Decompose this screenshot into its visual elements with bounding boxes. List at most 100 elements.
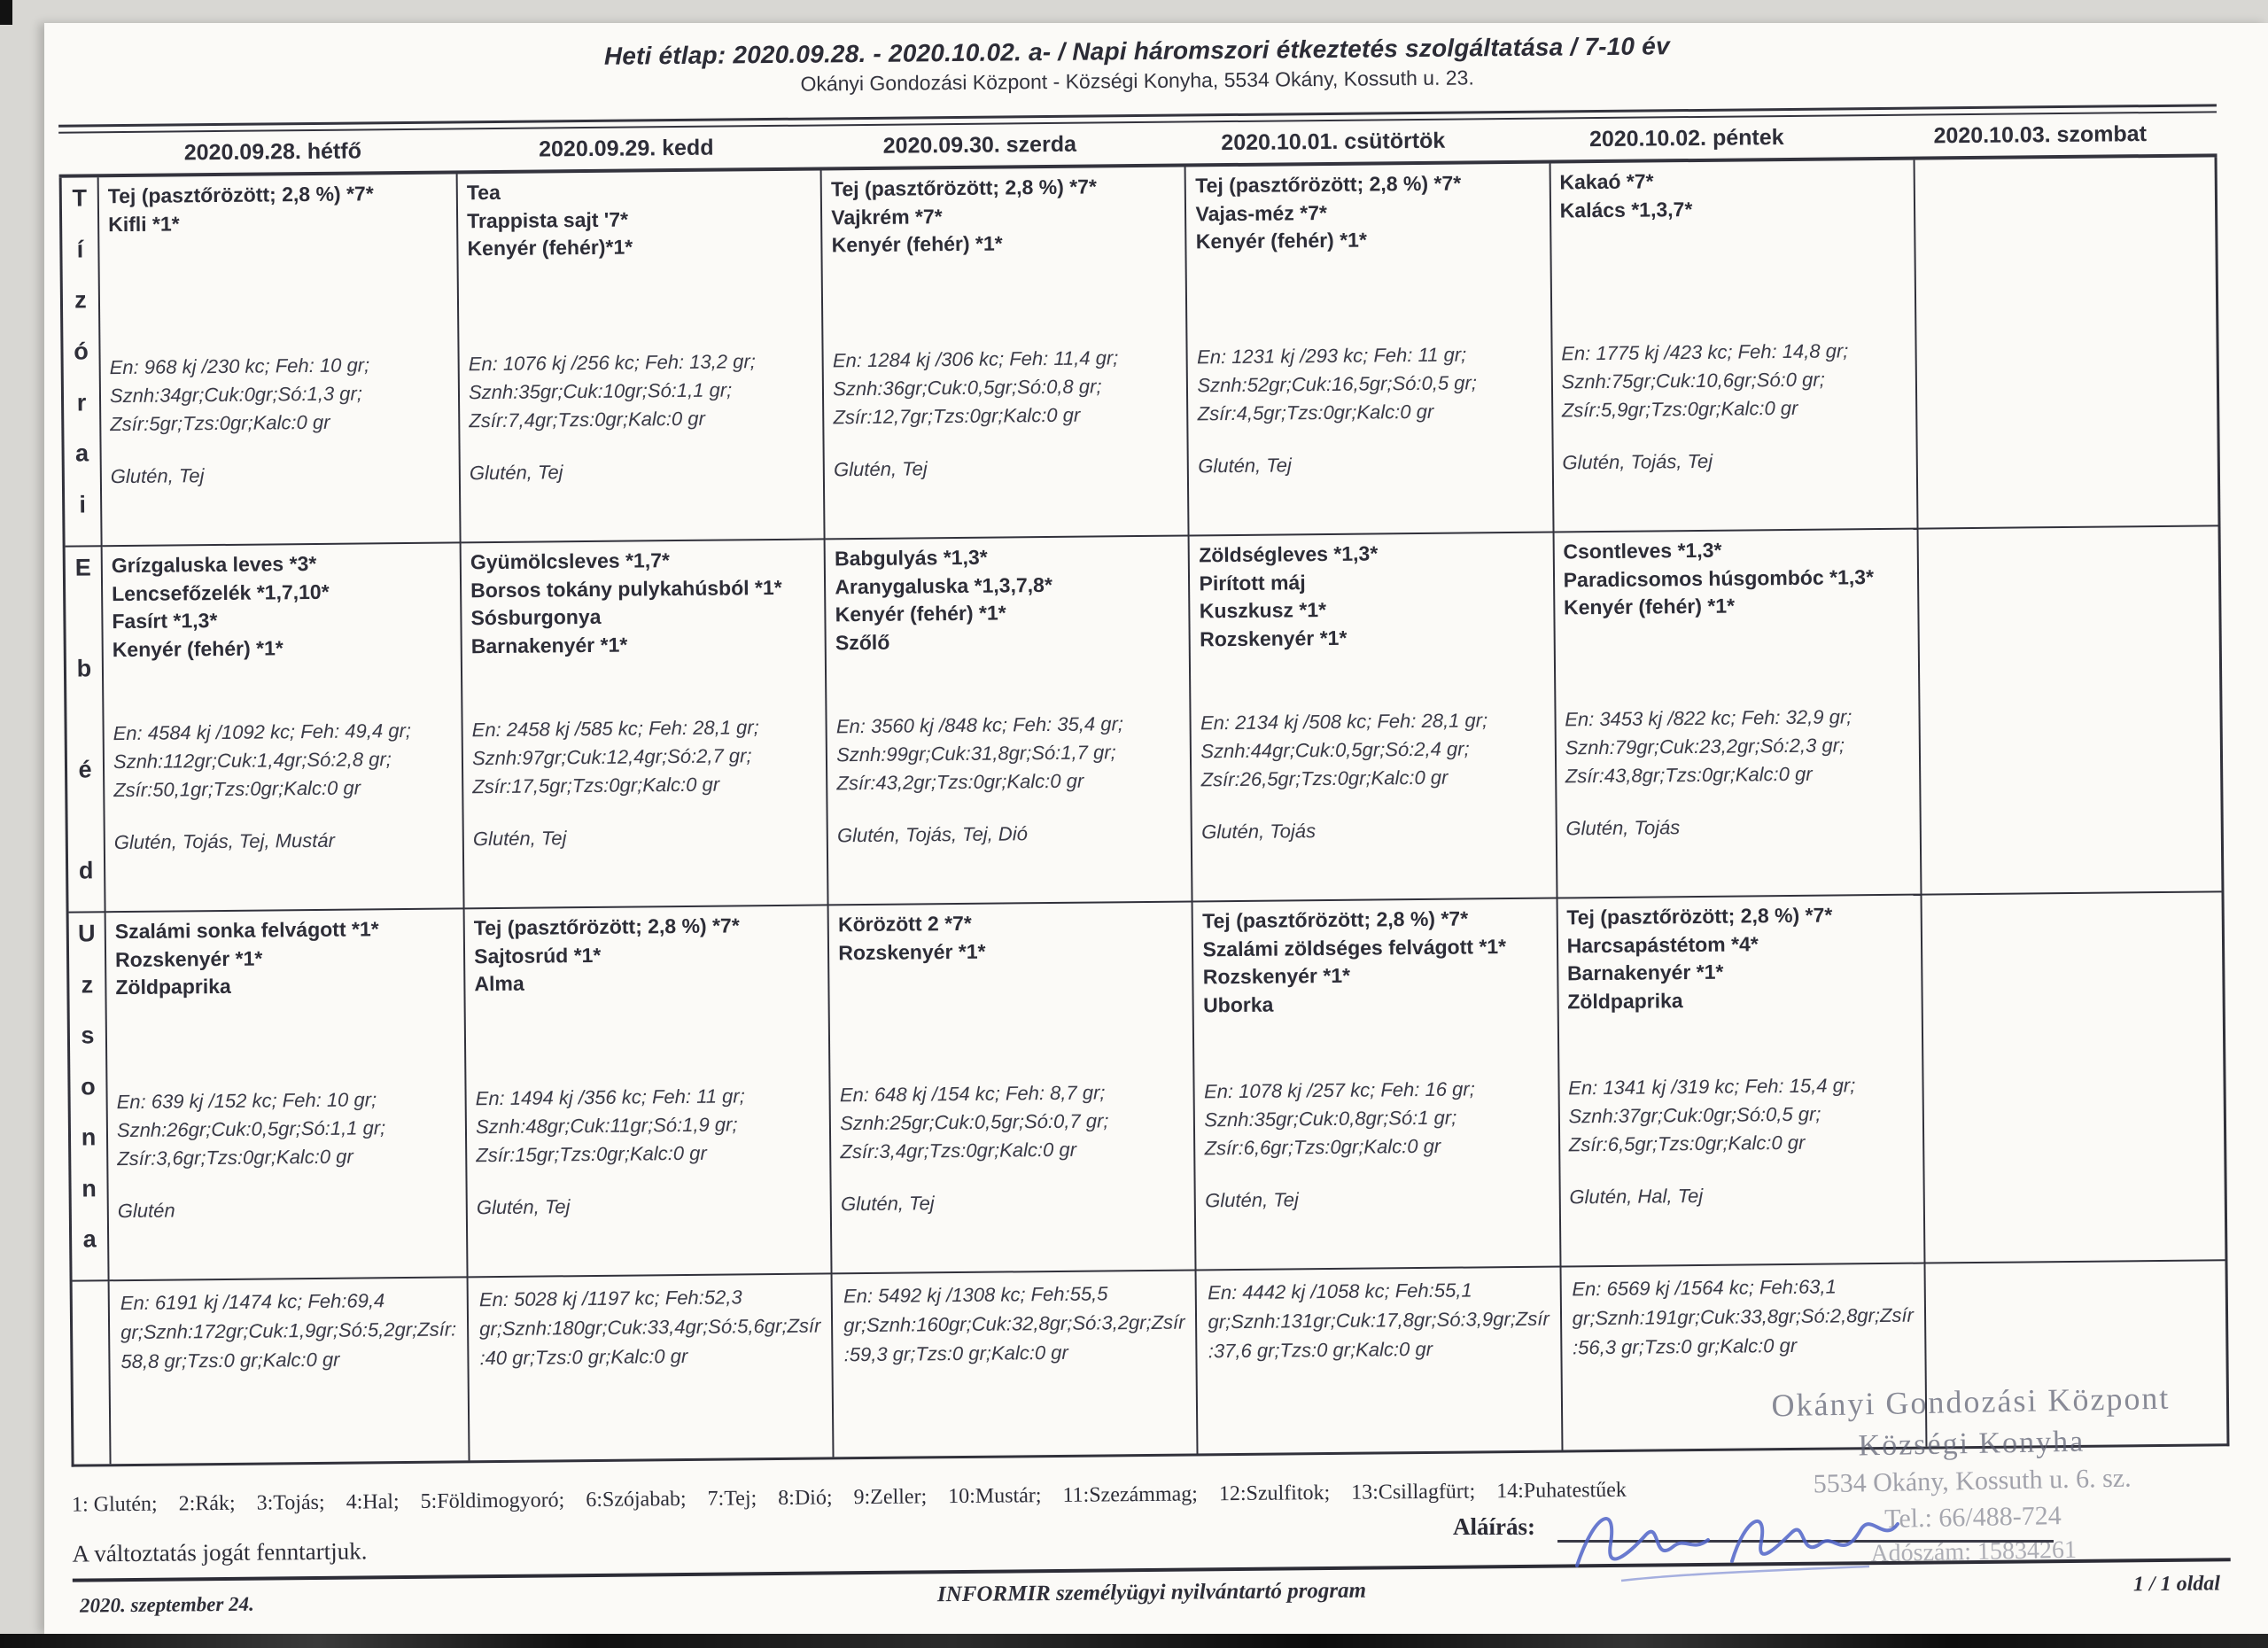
nutrition-lines: En: 1231 kj /293 kc; Feh: 11 gr; Sznh:52g…	[1196, 343, 1478, 425]
menu-cell-uzsonna-monday: Szalámi sonka felvágott *1* Rozskenyér *1…	[105, 909, 469, 1282]
nutrition-lines: En: 1284 kj /306 kc; Feh: 11,4 gr; Sznh:3…	[832, 346, 1119, 429]
signature-block: Aláírás:	[1453, 1513, 2126, 1582]
sheet-content: Heti étlap: 2020.09.28. - 2020.10.02. a-…	[58, 27, 2231, 1626]
menu-item-lines: Szalámi sonka felvágott *1* Rozskenyér *1…	[114, 917, 379, 999]
day-header-wednesday: 2020.09.30. szerda	[882, 131, 1077, 159]
day-header-monday: 2020.09.28. hétfő	[183, 137, 362, 165]
allergen-line: Glutén, Tej	[110, 464, 205, 488]
menu-cell-tizorai-friday: Kakaó *7* Kalács *1,3,7* En: 1775 kj /423…	[1550, 159, 1919, 533]
nutrition-lines: En: 2458 kj /585 kc; Feh: 28,1 gr; Sznh:9…	[471, 716, 759, 798]
menu-item-lines	[1930, 898, 2212, 900]
scan-artifact-corner	[0, 0, 12, 25]
menu-item-lines	[1923, 162, 2205, 165]
menu-sheet: Heti étlap: 2020.09.28. - 2020.10.02. a-…	[44, 23, 2268, 1634]
nutrition-lines: En: 639 kj /152 kc; Feh: 10 gr; Sznh:26gr…	[116, 1088, 386, 1170]
menu-cell-tizorai-monday: Tej (pasztőrözött; 2,8 %) *7* Kifli *1* E…	[98, 174, 462, 548]
menu-cell-tizorai-saturday	[1915, 157, 2218, 530]
nutrition-lines: En: 1341 kj /319 kc; Feh: 15,4 gr; Sznh:3…	[1568, 1074, 1856, 1156]
menu-cell-uzsonna-thursday: Tej (pasztőrözött; 2,8 %) *7* Szalámi zöl…	[1193, 898, 1562, 1271]
daily-total-friday: En: 6569 kj /1564 kc; Feh:63,1 gr;Sznh:1…	[1561, 1263, 1928, 1450]
day-header-saturday: 2020.10.03. szombat	[1933, 120, 2148, 148]
menu-item-lines	[1927, 532, 2209, 534]
menu-cell-ebed-tuesday: Gyümölcsleves *1,7* Borsos tokány pulykah…	[461, 540, 829, 910]
nutrition-lines: En: 3453 kj /822 kc; Feh: 32,9 gr; Sznh:7…	[1565, 705, 1852, 788]
allergen-line: Glutén, Tej	[833, 457, 928, 481]
nutrition-lines: En: 1775 kj /423 kc; Feh: 14,8 gr; Sznh:7…	[1561, 339, 1849, 422]
menu-item-lines: Tej (pasztőrözött; 2,8 %) *7* Kifli *1*	[107, 182, 374, 236]
totals-row-label-empty	[72, 1281, 112, 1465]
signature-scribble	[1575, 1517, 1899, 1582]
nutrition-lines: En: 2134 kj /508 kc; Feh: 28,1 gr; Sznh:4…	[1200, 709, 1488, 791]
allergen-line	[1930, 811, 2211, 836]
menu-cell-tizorai-wednesday: Tej (pasztőrözött; 2,8 %) *7* Vajkrém *7*…	[821, 167, 1191, 540]
nutrition-lines: En: 648 kj /154 kc; Feh: 8,7 gr; Sznh:25g…	[839, 1081, 1109, 1163]
day-header-thursday: 2020.10.01. csütörtök	[1221, 128, 1446, 155]
daily-total-thursday: En: 4442 kj /1058 kc; Feh:55,1 gr;Sznh:1…	[1196, 1267, 1564, 1454]
day-header-tuesday: 2020.09.29. kedd	[539, 135, 714, 162]
menu-cell-tizorai-tuesday: Tea Trappista sajt '7* Kenyér (fehér)*1* E…	[457, 170, 826, 544]
footer-page-number: 1 / 1 oldal	[2132, 1572, 2221, 1597]
allergen-line: Glutén, Tej	[840, 1192, 935, 1216]
nutrition-lines	[1933, 1153, 2215, 1155]
allergen-line: Glutén, Tojás	[1201, 820, 1317, 843]
menu-cell-ebed-friday: Csontleves *1,3* Paradicsomos húsgombóc *…	[1554, 529, 1922, 899]
allergen-line: Glutén, Tojás	[1565, 816, 1681, 840]
menu-cell-ebed-wednesday: Babgulyás *1,3* Aranygaluska *1,3,7,8* Ken…	[825, 536, 1194, 906]
nutrition-lines: En: 1078 kj /257 kc; Feh: 16 gr; Sznh:35g…	[1203, 1077, 1475, 1160]
daily-total-wednesday: En: 5492 kj /1308 kc; Feh:55,5 gr;Sznh:1…	[832, 1271, 1199, 1458]
allergen-line: Glutén, Tej	[476, 1195, 571, 1219]
nutrition-lines: En: 3560 kj /848 kc; Feh: 35,4 gr; Sznh:9…	[835, 712, 1124, 795]
menu-item-lines: Tea Trappista sajt '7* Kenyér (fehér)*1*	[466, 180, 633, 260]
nutrition-lines	[1926, 418, 2208, 421]
menu-cell-uzsonna-saturday	[1922, 892, 2225, 1264]
menu-item-lines: Tej (pasztőrözött; 2,8 %) *7* Vajkrém *7*…	[830, 175, 1098, 257]
menu-cell-ebed-monday: Grízgaluska leves *3* Lencsefőzelék *1,7,…	[102, 543, 465, 913]
menu-item-lines: Kakaó *7* Kalács *1,3,7*	[1559, 169, 1693, 222]
allergen-line: Glutén, Tojás, Tej, Mustár	[113, 828, 335, 854]
menu-item-lines: Körözött 2 *7* Rozskenyér *1*	[837, 911, 986, 965]
daily-total-saturday	[1925, 1261, 2226, 1446]
daily-total-tuesday: En: 5028 kj /1197 kc; Feh:52,3 gr;Sznh:1…	[468, 1274, 835, 1461]
menu-item-lines: Grízgaluska leves *3* Lencsefőzelék *1,7,…	[111, 551, 330, 662]
nutrition-lines	[1930, 784, 2211, 787]
menu-cell-uzsonna-tuesday: Tej (pasztőrözött; 2,8 %) *7* Sajtosrúd *…	[464, 906, 833, 1279]
menu-item-lines: Tej (pasztőrözött; 2,8 %) *7* Szalámi zöl…	[1202, 906, 1507, 1017]
allergen-line: Glutén, Hal, Tej	[1569, 1184, 1704, 1209]
allergen-line	[1933, 1179, 2215, 1205]
menu-item-lines: Zöldségleves *1,3* Pirított máj Kuszkusz *…	[1199, 541, 1379, 651]
menu-cell-tizorai-thursday: Tej (pasztőrözött; 2,8 %) *7* Vajas-méz *…	[1186, 163, 1555, 537]
signature-label: Aláírás:	[1453, 1513, 1535, 1540]
menu-cell-uzsonna-wednesday: Körözött 2 *7* Rozskenyér *1* En: 648 kj …	[828, 902, 1197, 1275]
nutrition-lines: En: 1494 kj /356 kc; Feh: 11 gr; Sznh:48g…	[475, 1084, 745, 1167]
allergen-line: Glutén, Tej	[472, 827, 567, 851]
menu-cell-uzsonna-friday: Tej (pasztőrözött; 2,8 %) *7* Harcsapásté…	[1557, 895, 1926, 1268]
allergen-line: Glutén, Tojás, Tej	[1562, 449, 1713, 474]
menu-cell-ebed-saturday	[1918, 526, 2222, 896]
allergen-line	[1927, 445, 2209, 470]
menu-item-lines: Tej (pasztőrözött; 2,8 %) *7* Harcsapásté…	[1566, 903, 1833, 1014]
allergen-line: Glutén	[117, 1199, 175, 1223]
scan-artifact-bottom-edge	[0, 1634, 2268, 1648]
daily-total-monday: En: 6191 kj /1474 kc; Feh:69,4 gr;Sznh:1…	[109, 1278, 470, 1465]
nutrition-lines: En: 4584 kj /1092 kc; Feh: 49,4 gr; Sznh:…	[113, 719, 412, 802]
menu-item-lines: Gyümölcsleves *1,7* Borsos tokány pulykah…	[470, 548, 782, 658]
allergen-line: Glutén, Tej	[1198, 454, 1292, 478]
menu-item-lines: Tej (pasztőrözött; 2,8 %) *7* Vajas-méz *…	[1195, 171, 1462, 253]
day-header-friday: 2020.10.02. péntek	[1588, 124, 1784, 152]
allergen-line: Glutén, Tej	[1205, 1188, 1299, 1212]
allergen-line: Glutén, Tej	[469, 461, 563, 485]
allergen-line: Glutén, Tojás, Tej, Dió	[836, 822, 1028, 847]
nutrition-lines: En: 968 kj /230 kc; Feh: 10 gr; Sznh:34gr…	[109, 354, 370, 436]
menu-cell-ebed-thursday: Zöldségleves *1,3* Pirított máj Kuszkusz *…	[1190, 532, 1558, 903]
nutrition-lines: En: 1076 kj /256 kc; Feh: 13,2 gr; Sznh:3…	[468, 350, 756, 432]
menu-item-lines: Csontleves *1,3* Paradicsomos húsgombóc *…	[1563, 538, 1875, 619]
menu-item-lines: Babgulyás *1,3* Aranygaluska *1,3,7,8* Ken…	[834, 545, 1052, 655]
menu-item-lines: Tej (pasztőrözött; 2,8 %) *7* Sajtosrúd *…	[473, 913, 740, 996]
